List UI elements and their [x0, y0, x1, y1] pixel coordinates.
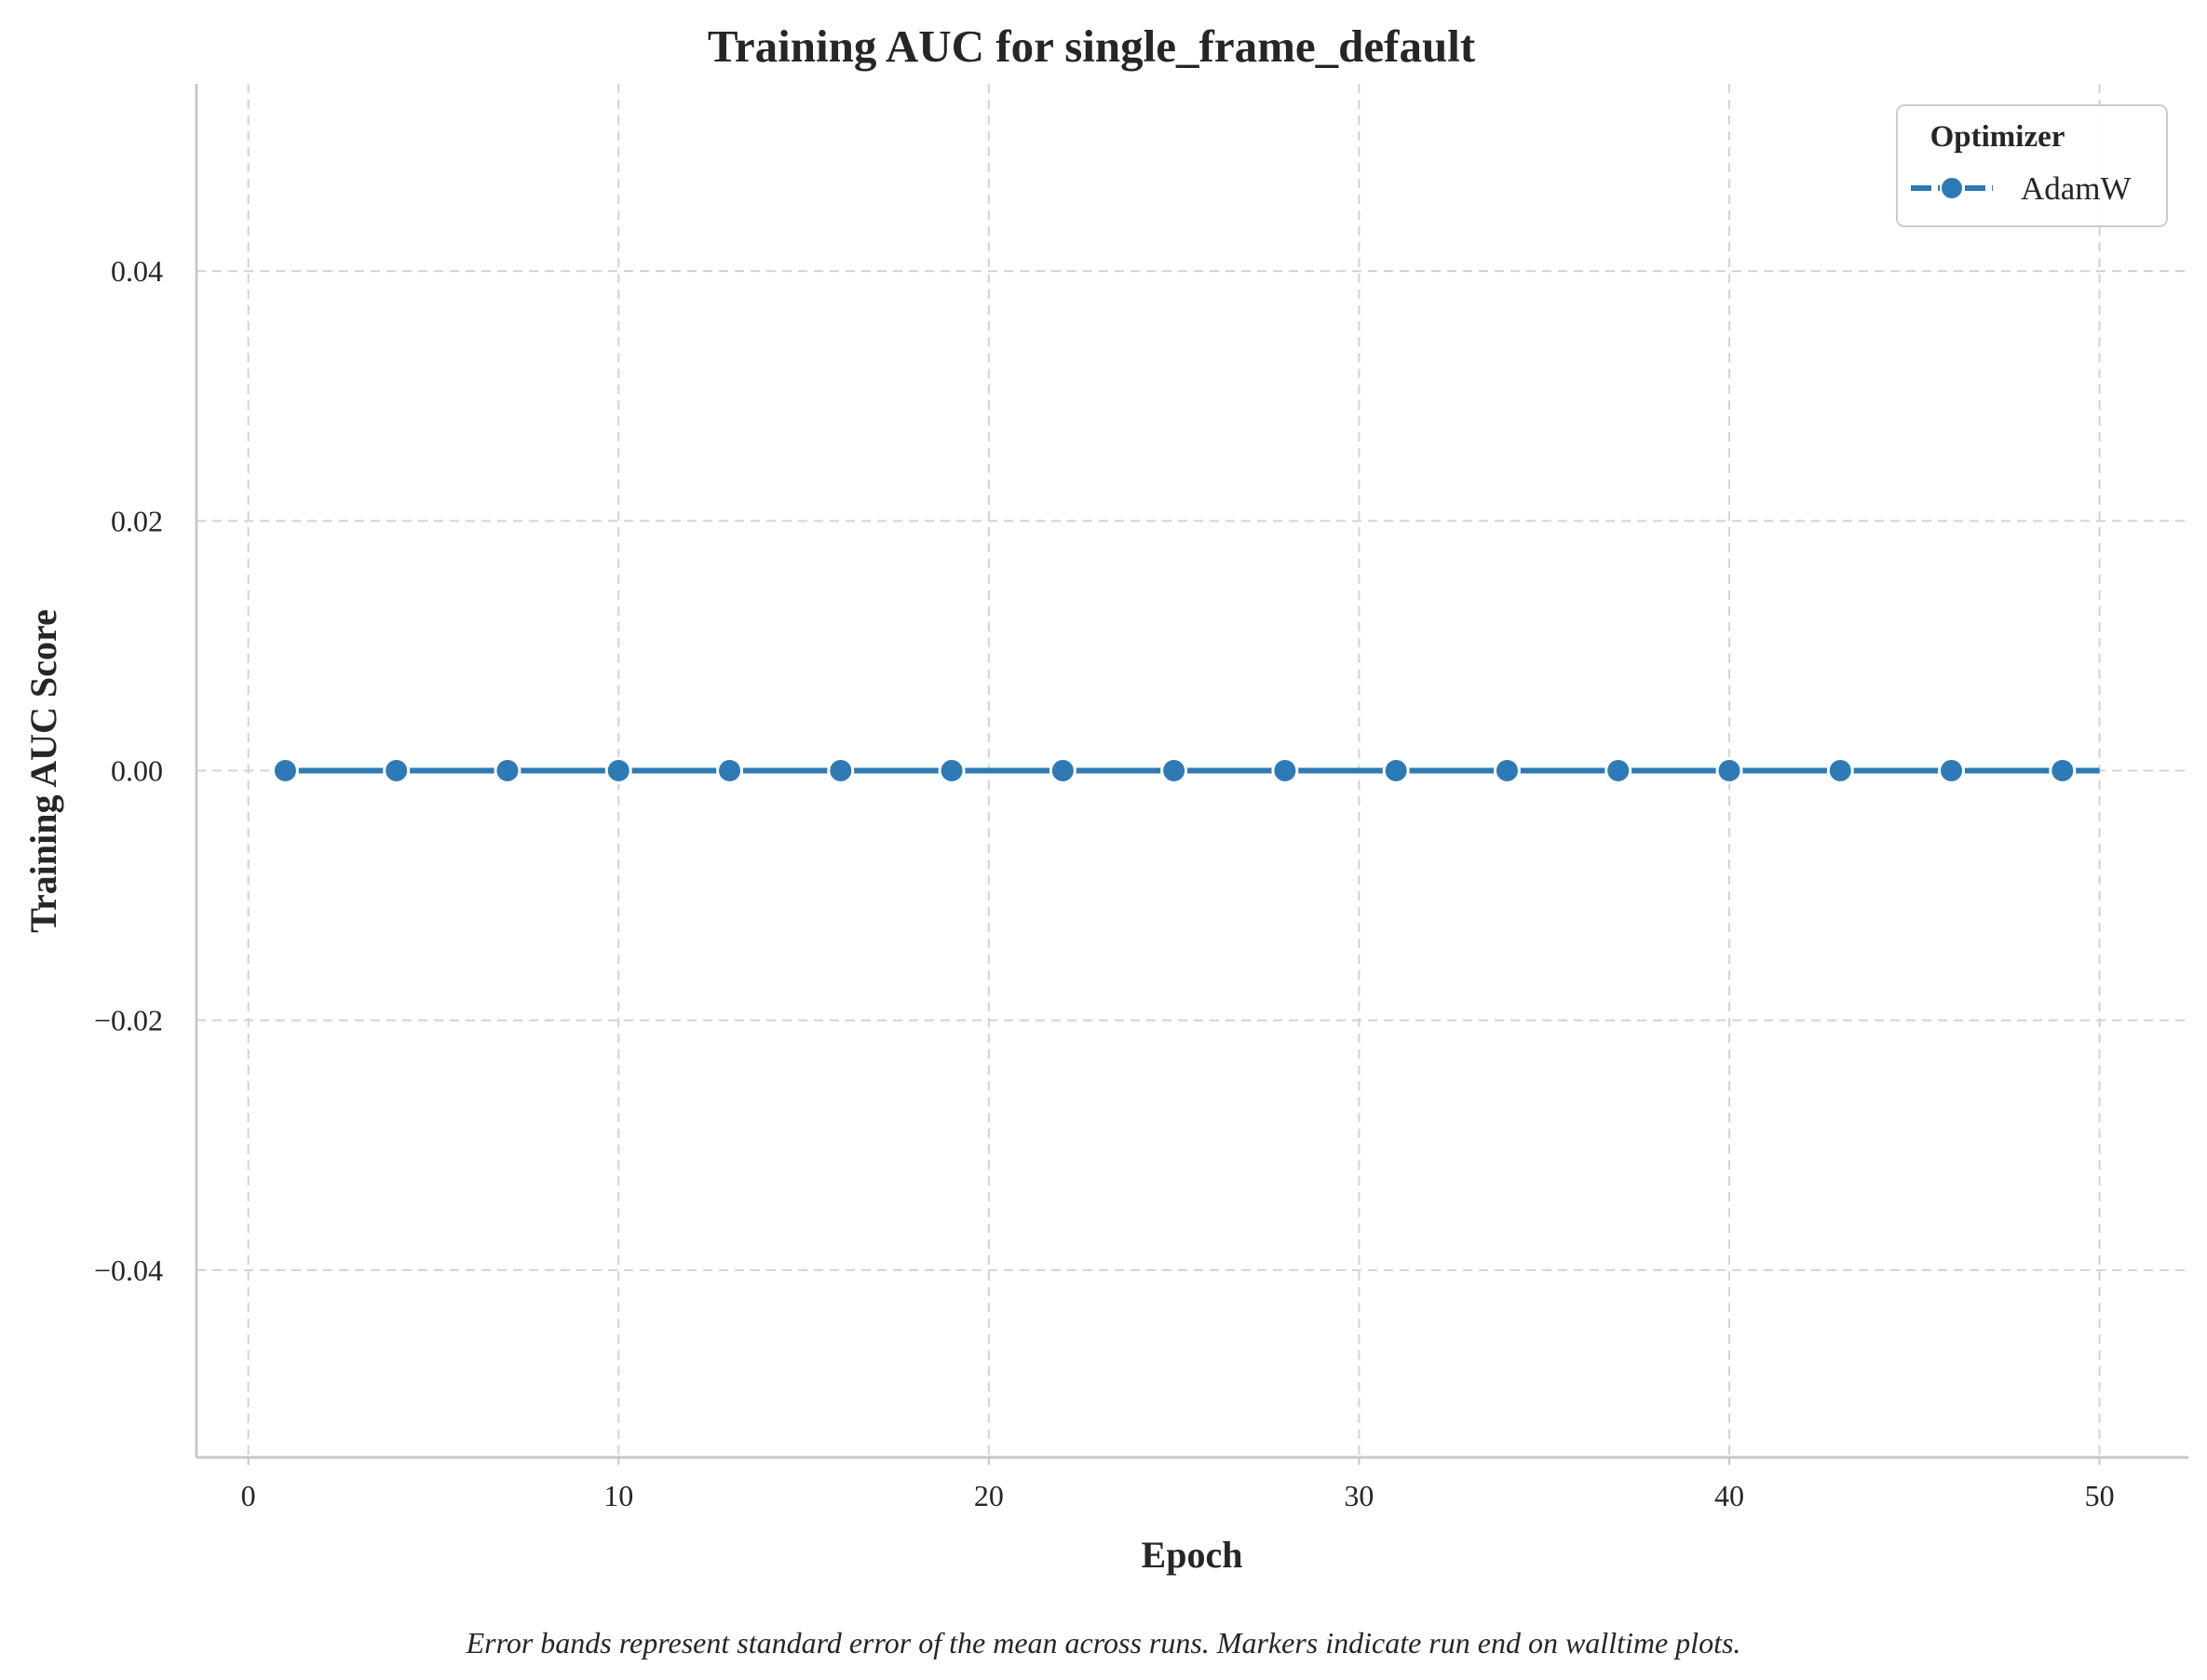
x-tick-label: 50 — [2085, 1479, 2115, 1512]
data-point — [1049, 757, 1076, 784]
legend-marker-swatch — [1940, 176, 1964, 200]
axes — [195, 84, 2188, 1459]
x-axis-ticks: 0 10 20 30 40 50 — [241, 1457, 2115, 1512]
y-tick-label: −0.02 — [94, 1004, 163, 1037]
x-tick-label: 10 — [603, 1479, 633, 1512]
y-tick-label: 0.00 — [111, 754, 163, 788]
legend-title: Optimizer — [1930, 120, 2065, 154]
y-tick-label: 0.02 — [111, 504, 163, 537]
figure-caption: Error bands represent standard error of … — [466, 1626, 1741, 1660]
data-point — [1826, 757, 1854, 784]
data-point — [827, 757, 855, 784]
x-tick-label: 20 — [974, 1479, 1004, 1512]
data-point — [494, 757, 521, 784]
legend: Optimizer AdamW — [1896, 104, 2168, 227]
x-axis-label: Epoch — [1142, 1534, 1243, 1576]
data-point — [716, 757, 744, 784]
x-tick-label: 0 — [241, 1479, 256, 1512]
y-tick-label: −0.04 — [94, 1253, 163, 1287]
data-point — [271, 757, 299, 784]
y-tick-label: 0.04 — [111, 254, 163, 288]
data-point — [1493, 757, 1521, 784]
y-axis-ticks: 0.04 0.02 0.00 −0.02 −0.04 — [94, 254, 163, 1287]
data-point — [383, 757, 411, 784]
legend-box — [1896, 104, 2168, 227]
data-point — [1938, 757, 1966, 784]
x-tick-label: 30 — [1344, 1479, 1374, 1512]
data-point — [2049, 757, 2077, 784]
legend-label: AdamW — [2021, 170, 2132, 207]
legend-entries: AdamW — [1911, 170, 2132, 207]
chart-title: Training AUC for single_frame_default — [708, 20, 1476, 72]
series-layer — [271, 757, 2100, 784]
data-point — [1271, 757, 1299, 784]
data-point — [1160, 757, 1188, 784]
data-point — [604, 757, 632, 784]
data-point — [1715, 757, 1743, 784]
data-point — [938, 757, 966, 784]
y-axis-label: Training AUC Score — [22, 609, 64, 932]
data-point — [1604, 757, 1632, 784]
x-tick-label: 40 — [1714, 1479, 1744, 1512]
data-point — [1382, 757, 1410, 784]
